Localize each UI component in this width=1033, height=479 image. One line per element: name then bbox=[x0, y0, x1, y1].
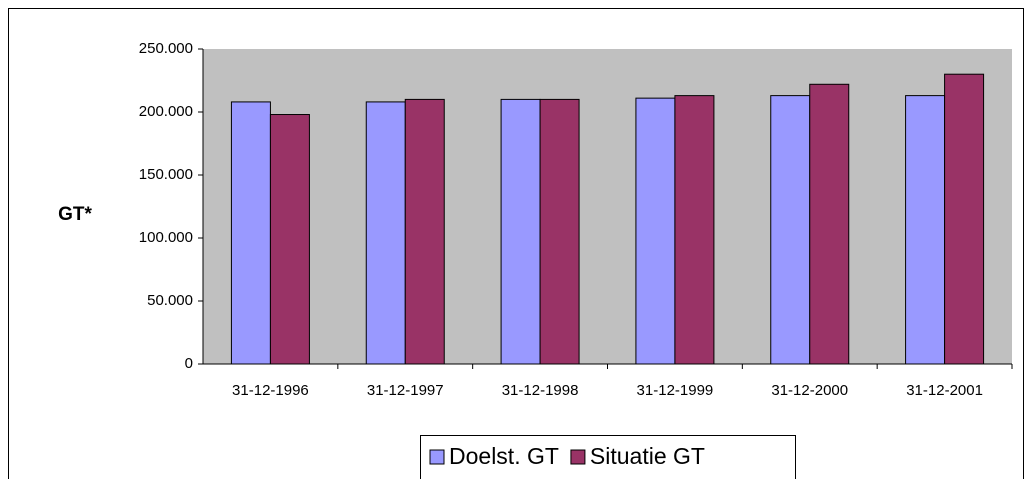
legend-swatch bbox=[429, 449, 445, 465]
y-axis-label: GT* bbox=[58, 204, 92, 225]
x-tick-label: 31-12-1997 bbox=[367, 382, 444, 399]
legend-box bbox=[420, 435, 796, 479]
legend-label: Situatie GT bbox=[590, 443, 705, 469]
y-tick-label: 100.000 bbox=[139, 229, 193, 246]
x-tick-label: 31-12-1999 bbox=[637, 382, 714, 399]
bar bbox=[905, 95, 946, 365]
x-tick-label: 31-12-1996 bbox=[232, 382, 309, 399]
legend-label: Doelst. GT bbox=[449, 443, 559, 469]
bar bbox=[770, 95, 811, 365]
plot-area bbox=[203, 49, 1012, 364]
x-tick-label: 31-12-1998 bbox=[502, 382, 579, 399]
y-tick-label: 200.000 bbox=[139, 103, 193, 120]
bar bbox=[635, 97, 676, 365]
bar bbox=[500, 98, 541, 365]
x-tick-label: 31-12-2000 bbox=[771, 382, 848, 399]
y-tick-label: 150.000 bbox=[139, 166, 193, 183]
bar bbox=[674, 95, 715, 365]
legend-swatch bbox=[570, 449, 586, 465]
y-tick-label: 250.000 bbox=[139, 40, 193, 57]
y-tick-label: 50.000 bbox=[147, 292, 193, 309]
y-tick-label: 0 bbox=[185, 355, 193, 372]
bar bbox=[365, 101, 406, 365]
bar bbox=[269, 114, 310, 365]
bar bbox=[809, 83, 850, 365]
bar bbox=[944, 73, 985, 365]
bar bbox=[404, 98, 445, 365]
bar bbox=[230, 101, 271, 365]
x-tick-label: 31-12-2001 bbox=[906, 382, 983, 399]
bar bbox=[539, 98, 580, 365]
